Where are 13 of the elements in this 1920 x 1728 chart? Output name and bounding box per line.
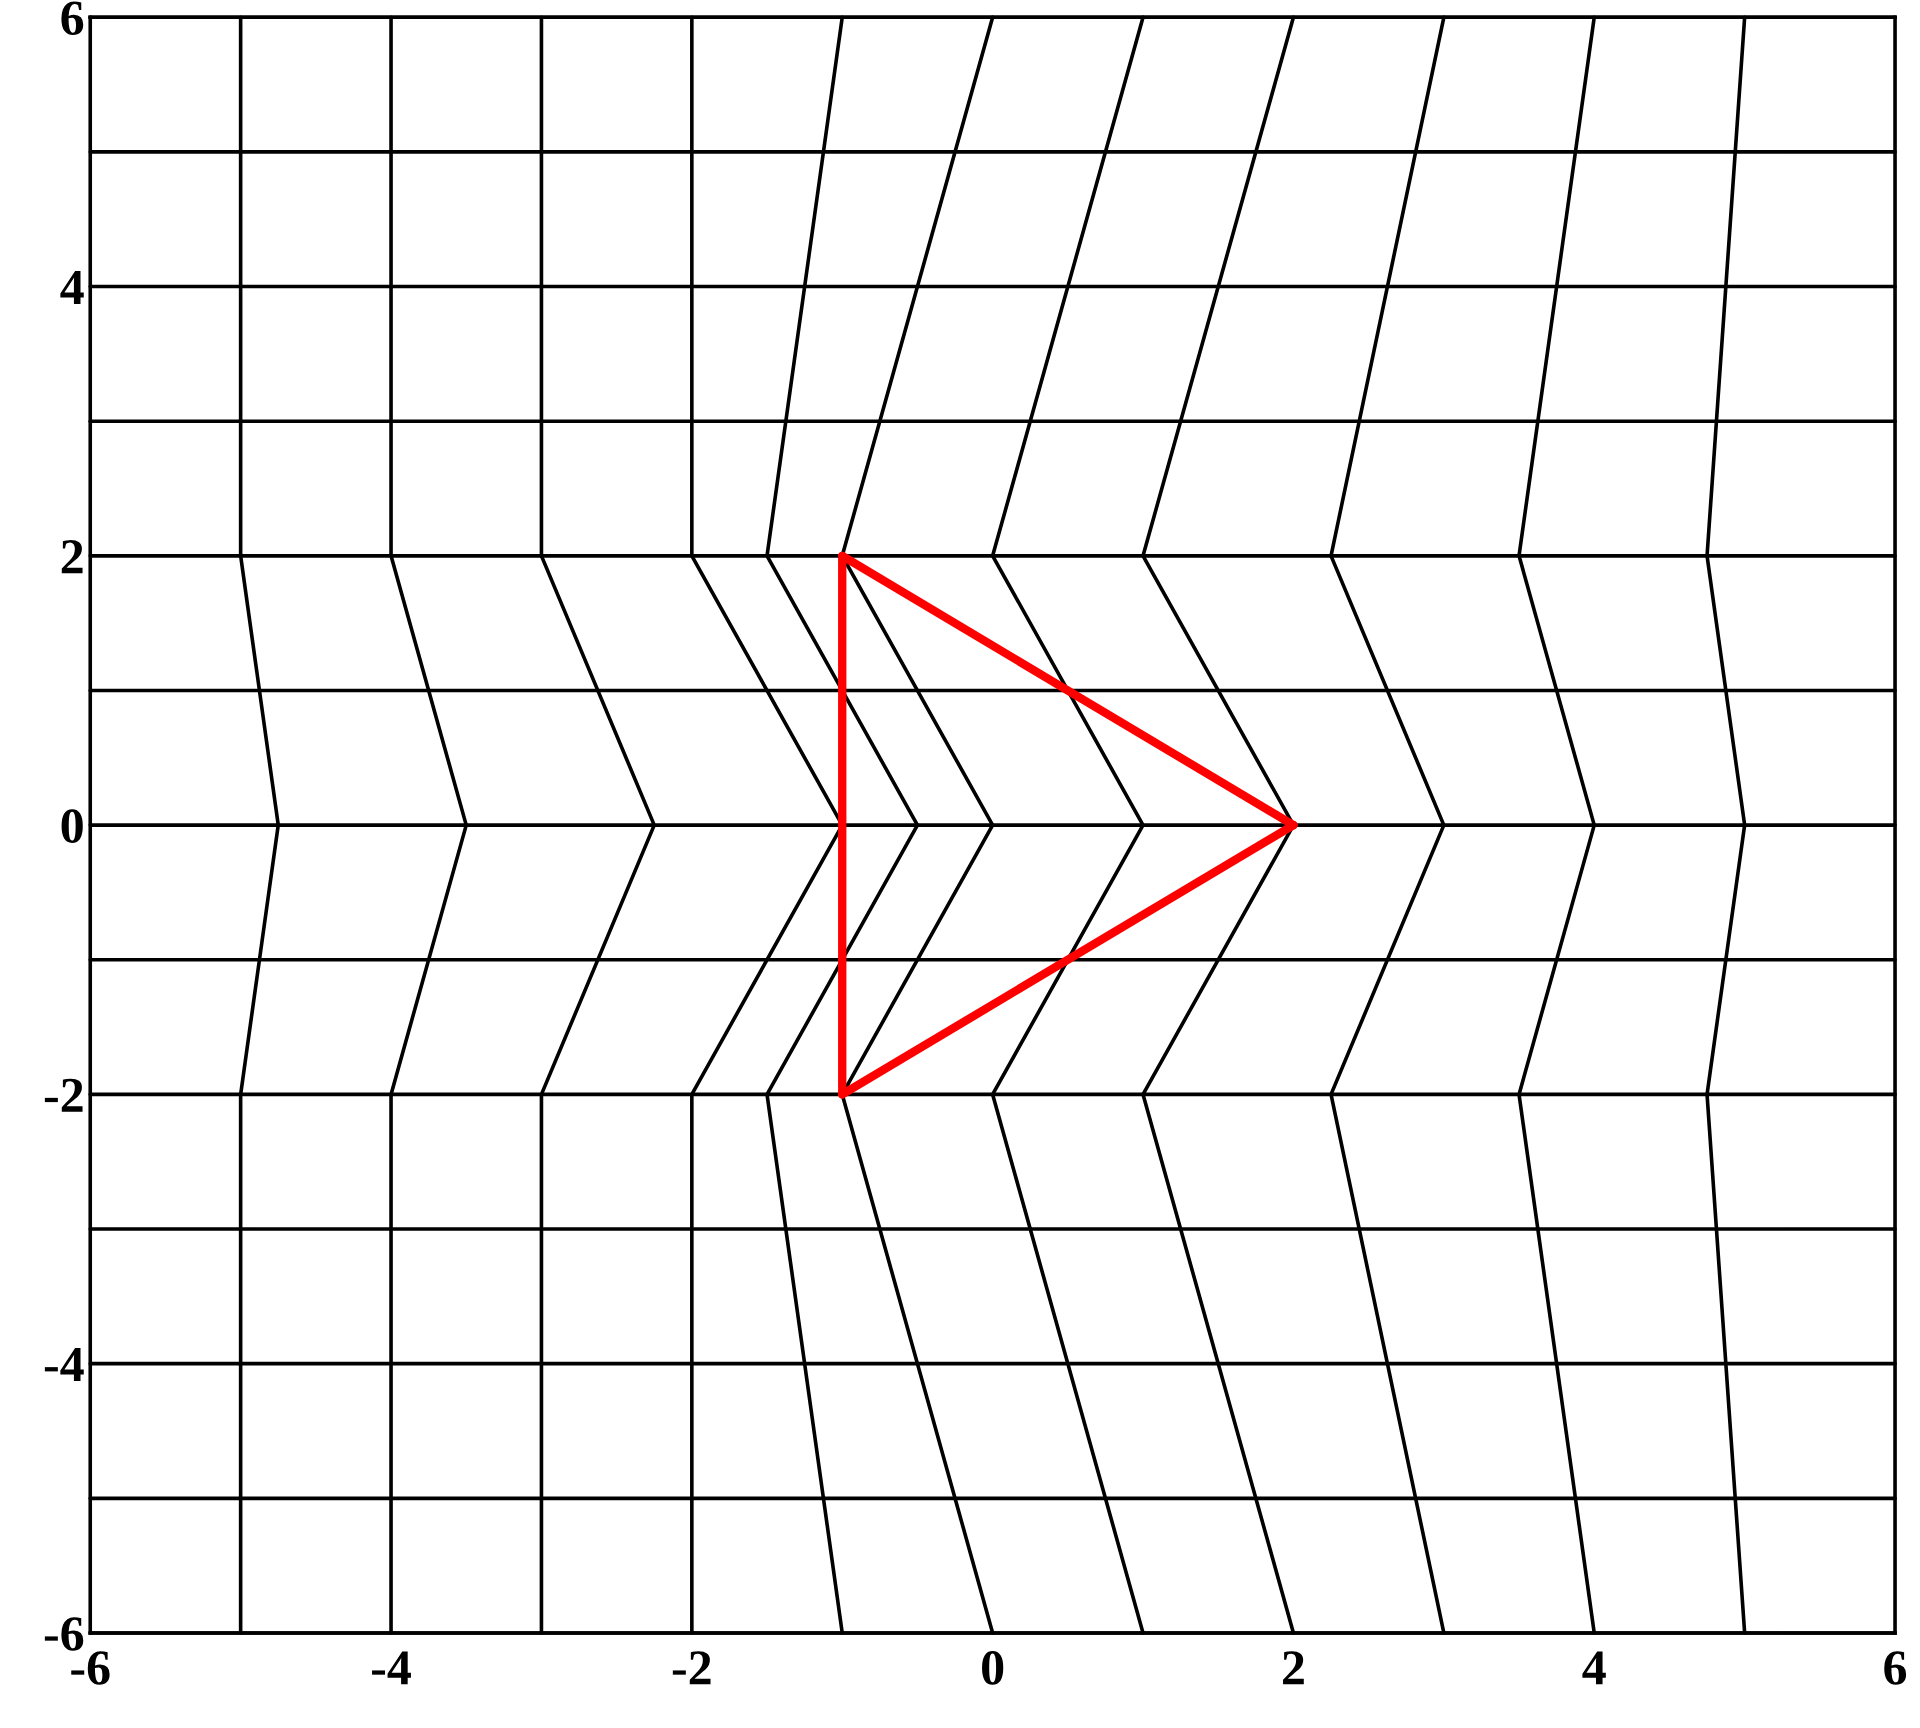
y-tick-label: 6 bbox=[61, 1, 84, 36]
x-tick-label: -4 bbox=[372, 1651, 411, 1685]
y-tick-label: -6 bbox=[44, 1617, 84, 1651]
y-tick-label: -4 bbox=[44, 1348, 84, 1382]
x-tick-label: 4 bbox=[1582, 1651, 1606, 1685]
y-tick-label: 0 bbox=[61, 809, 83, 843]
x-tick-label: 6 bbox=[1884, 1651, 1907, 1685]
x-tick-label: -2 bbox=[672, 1651, 711, 1685]
y-tick-label: 4 bbox=[60, 270, 84, 304]
y-tick-label: 2 bbox=[61, 540, 83, 574]
x-tick-label: 0 bbox=[982, 1651, 1004, 1685]
x-tick-label: 2 bbox=[1283, 1651, 1304, 1685]
y-tick-label: -2 bbox=[44, 1078, 83, 1112]
